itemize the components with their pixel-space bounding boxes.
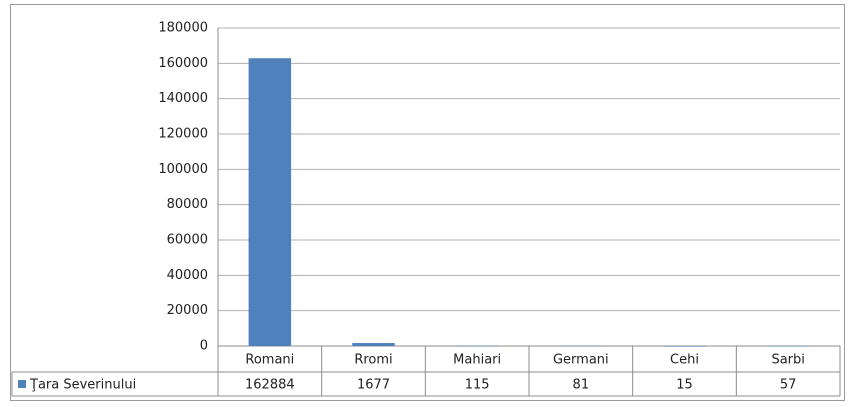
bar [559,345,603,347]
y-tick-label: 100000 [158,162,208,177]
legend-key [18,380,26,388]
y-tick-label: 80000 [167,197,208,212]
chart-border [10,4,845,401]
table-value: 57 [780,378,797,393]
bar [455,345,499,347]
bar [352,343,395,346]
y-tick-label: 40000 [167,268,208,283]
table-value: 115 [465,378,490,393]
y-tick-label: 160000 [158,56,208,71]
bar [766,345,810,347]
table-value: 15 [676,378,693,393]
y-tick-label: 120000 [158,127,208,142]
y-tick-label: 20000 [167,303,208,318]
y-tick-label: 0 [200,339,208,354]
x-tick-label: Mahiari [453,353,501,368]
legend-label: Ţara Severinului [29,378,136,393]
table-value: 81 [573,378,590,393]
x-tick-label: Romani [245,353,294,368]
y-tick-label: 60000 [167,233,208,248]
x-tick-label: Rromi [354,353,392,368]
bar [248,58,292,346]
x-tick-label: Germani [553,353,609,368]
y-tick-label: 140000 [158,91,208,106]
table-value: 1677 [357,378,390,393]
table-value: 162884 [245,378,295,393]
x-tick-label: Sarbi [771,353,804,368]
x-tick-label: Cehi [670,353,699,368]
bar [663,345,706,347]
y-tick-label: 180000 [158,21,208,36]
